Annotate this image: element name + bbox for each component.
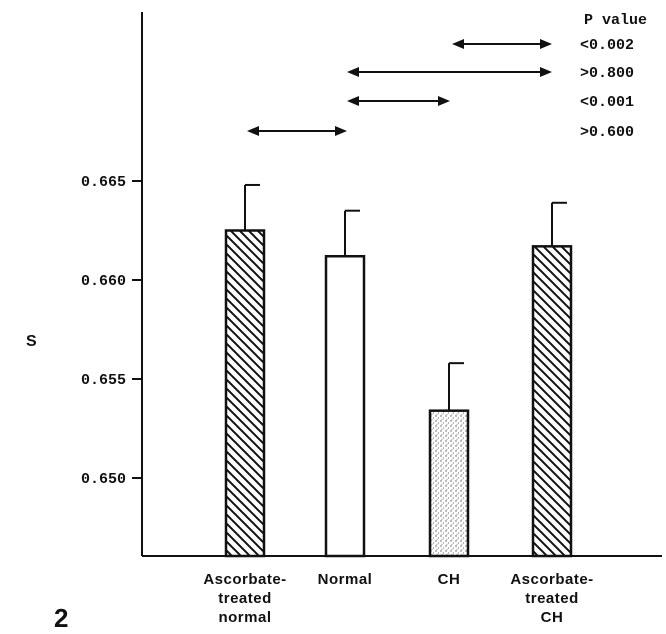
error-bars	[244, 183, 567, 411]
p-value-legend: P value <0.002 >0.800 <0.001 >0.600	[580, 12, 647, 141]
bars	[224, 229, 573, 558]
comparison-arrow	[347, 67, 552, 77]
y-ticks: 0.650 0.655 0.660 0.665	[81, 174, 142, 488]
bar	[428, 409, 470, 558]
bar	[531, 245, 573, 558]
category-label: Ascorbate-	[203, 571, 286, 588]
y-axis-label: S	[26, 333, 37, 350]
category-label: CH	[541, 609, 564, 626]
p-value-label: >0.600	[580, 124, 634, 141]
p-value-label: <0.001	[580, 94, 634, 111]
p-value-label: >0.800	[580, 65, 634, 82]
y-tick-label: 0.665	[81, 174, 126, 191]
comparison-arrows	[247, 39, 552, 136]
y-tick-label: 0.660	[81, 273, 126, 290]
p-value-label: <0.002	[580, 37, 634, 54]
category-label: treated	[218, 590, 272, 607]
bar	[324, 254, 366, 558]
category-label: treated	[525, 590, 579, 607]
category-label: Ascorbate-	[510, 571, 593, 588]
bar	[224, 229, 266, 558]
comparison-arrow	[247, 126, 347, 136]
p-value-header: P value	[584, 12, 647, 29]
category-label: CH	[438, 571, 461, 588]
category-label: Normal	[318, 571, 373, 588]
comparison-arrow	[347, 96, 450, 106]
category-label: normal	[218, 609, 271, 626]
category-labels: Ascorbate-treated normal Normal CH Ascorbate…	[203, 571, 593, 626]
figure-number: 2	[54, 603, 68, 633]
comparison-arrow	[452, 39, 552, 49]
y-tick-label: 0.650	[81, 471, 126, 488]
y-tick-label: 0.655	[81, 372, 126, 389]
